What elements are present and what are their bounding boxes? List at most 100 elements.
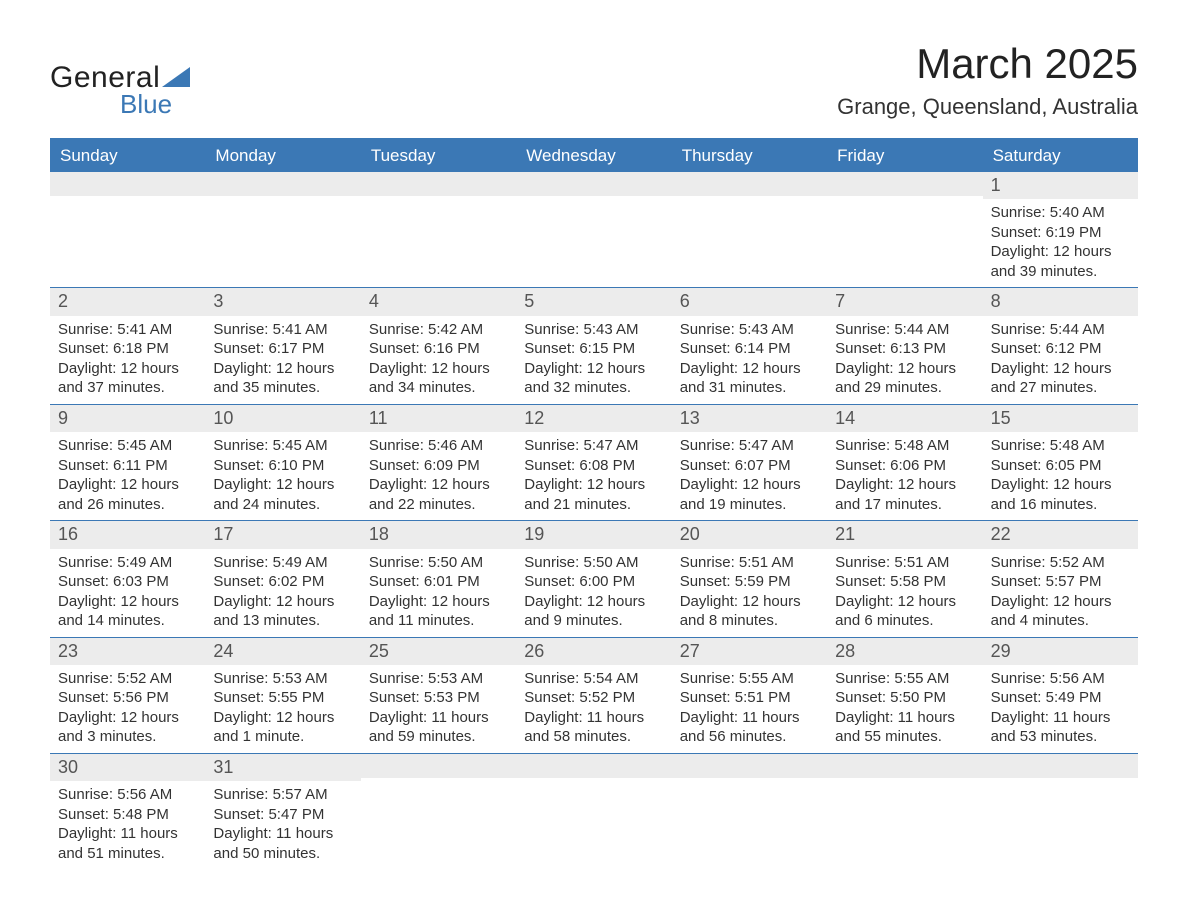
sunrise-line: Sunrise: 5:56 AM <box>991 669 1130 689</box>
day-number: 12 <box>524 408 544 428</box>
sunset-line: Sunset: 6:05 PM <box>991 456 1130 476</box>
daylight-line: Daylight: 12 hours and 34 minutes. <box>369 359 508 398</box>
title-block: March 2025 Grange, Queensland, Australia <box>837 40 1138 120</box>
day-number-row: 12 <box>516 405 671 432</box>
sunrise-line: Sunrise: 5:43 AM <box>680 320 819 340</box>
daylight-line: Daylight: 12 hours and 1 minute. <box>213 708 352 747</box>
calendar: SundayMondayTuesdayWednesdayThursdayFrid… <box>50 138 1138 869</box>
sunrise-line: Sunrise: 5:41 AM <box>213 320 352 340</box>
sunset-line: Sunset: 5:58 PM <box>835 572 974 592</box>
day-number: 25 <box>369 641 389 661</box>
day-body: Sunrise: 5:54 AMSunset: 5:52 PMDaylight:… <box>516 665 671 753</box>
calendar-day-cell: 11Sunrise: 5:46 AMSunset: 6:09 PMDayligh… <box>361 405 516 520</box>
calendar-day-cell: 31Sunrise: 5:57 AMSunset: 5:47 PMDayligh… <box>205 754 360 869</box>
day-number-row <box>672 754 827 778</box>
day-body: Sunrise: 5:50 AMSunset: 6:01 PMDaylight:… <box>361 549 516 637</box>
day-number-row: 18 <box>361 521 516 548</box>
day-number: 26 <box>524 641 544 661</box>
sunrise-line: Sunrise: 5:40 AM <box>991 203 1130 223</box>
day-number-row: 30 <box>50 754 205 781</box>
calendar-day-cell: 1Sunrise: 5:40 AMSunset: 6:19 PMDaylight… <box>983 172 1138 287</box>
calendar-week: 9Sunrise: 5:45 AMSunset: 6:11 PMDaylight… <box>50 404 1138 520</box>
calendar-day-cell: 12Sunrise: 5:47 AMSunset: 6:08 PMDayligh… <box>516 405 671 520</box>
day-number-row: 7 <box>827 288 982 315</box>
day-number: 30 <box>58 757 78 777</box>
sunrise-line: Sunrise: 5:44 AM <box>835 320 974 340</box>
month-title: March 2025 <box>837 40 1138 88</box>
day-number-row: 11 <box>361 405 516 432</box>
day-number: 20 <box>680 524 700 544</box>
sunrise-line: Sunrise: 5:54 AM <box>524 669 663 689</box>
sunrise-line: Sunrise: 5:41 AM <box>58 320 197 340</box>
day-body <box>361 778 516 848</box>
calendar-day-cell: 20 Sunrise: 5:51 AMSunset: 5:59 PMDayligh… <box>672 521 827 636</box>
dow-cell: Monday <box>205 140 360 172</box>
day-number: 14 <box>835 408 855 428</box>
day-number-row <box>361 754 516 778</box>
day-number: 9 <box>58 408 68 428</box>
day-body <box>672 778 827 848</box>
daylight-line: Daylight: 11 hours and 58 minutes. <box>524 708 663 747</box>
daylight-line: Daylight: 12 hours and 16 minutes. <box>991 475 1130 514</box>
daylight-line: Daylight: 12 hours and 14 minutes. <box>58 592 197 631</box>
sunrise-line: Sunrise: 5:51 AM <box>680 553 819 573</box>
sunset-line: Sunset: 6:11 PM <box>58 456 197 476</box>
sunset-line: Sunset: 5:47 PM <box>213 805 352 825</box>
sunset-line: Sunset: 6:09 PM <box>369 456 508 476</box>
day-number: 22 <box>991 524 1011 544</box>
day-body: Sunrise: 5:53 AMSunset: 5:53 PMDaylight:… <box>361 665 516 753</box>
location-subtitle: Grange, Queensland, Australia <box>837 94 1138 120</box>
sunset-line: Sunset: 6:16 PM <box>369 339 508 359</box>
calendar-day-cell <box>50 172 205 287</box>
day-body: Sunrise: 5:43 AMSunset: 6:14 PMDaylight:… <box>672 316 827 404</box>
day-body: Sunrise: 5:47 AMSunset: 6:07 PMDaylight:… <box>672 432 827 520</box>
sunrise-line: Sunrise: 5:45 AM <box>213 436 352 456</box>
day-body <box>50 196 205 266</box>
day-number-row: 6 <box>672 288 827 315</box>
day-number-row <box>50 172 205 196</box>
day-number-row: 8 <box>983 288 1138 315</box>
dow-cell: Friday <box>827 140 982 172</box>
daylight-line: Daylight: 12 hours and 37 minutes. <box>58 359 197 398</box>
sunrise-line: Sunrise: 5:48 AM <box>835 436 974 456</box>
sunset-line: Sunset: 6:17 PM <box>213 339 352 359</box>
day-number: 2 <box>58 291 68 311</box>
sunset-line: Sunset: 6:13 PM <box>835 339 974 359</box>
sunrise-line: Sunrise: 5:47 AM <box>680 436 819 456</box>
sunrise-line: Sunrise: 5:44 AM <box>991 320 1130 340</box>
day-body <box>827 778 982 848</box>
day-body <box>516 196 671 266</box>
calendar-day-cell <box>672 754 827 869</box>
sunrise-line: Sunrise: 5:52 AM <box>991 553 1130 573</box>
day-body <box>827 196 982 266</box>
day-body: Sunrise: 5:43 AMSunset: 6:15 PMDaylight:… <box>516 316 671 404</box>
day-number-row: 5 <box>516 288 671 315</box>
daylight-line: Daylight: 12 hours and 32 minutes. <box>524 359 663 398</box>
calendar-day-cell <box>516 172 671 287</box>
day-body: Sunrise: 5:51 AMSunset: 5:59 PMDaylight:… <box>672 549 827 637</box>
daylight-line: Daylight: 12 hours and 11 minutes. <box>369 592 508 631</box>
calendar-day-cell <box>516 754 671 869</box>
day-number: 1 <box>991 175 1001 195</box>
calendar-day-cell: 4Sunrise: 5:42 AMSunset: 6:16 PMDaylight… <box>361 288 516 403</box>
calendar-day-cell: 22Sunrise: 5:52 AMSunset: 5:57 PMDayligh… <box>983 521 1138 636</box>
day-body: Sunrise: 5:49 AMSunset: 6:02 PMDaylight:… <box>205 549 360 637</box>
daylight-line: Daylight: 12 hours and 26 minutes. <box>58 475 197 514</box>
sunrise-line: Sunrise: 5:48 AM <box>991 436 1130 456</box>
daylight-line: Daylight: 11 hours and 51 minutes. <box>58 824 197 863</box>
day-number: 8 <box>991 291 1001 311</box>
calendar-day-cell <box>672 172 827 287</box>
day-body: Sunrise: 5:45 AMSunset: 6:10 PMDaylight:… <box>205 432 360 520</box>
daylight-line: Daylight: 12 hours and 9 minutes. <box>524 592 663 631</box>
calendar-day-cell: 15Sunrise: 5:48 AMSunset: 6:05 PMDayligh… <box>983 405 1138 520</box>
calendar-day-cell: 14Sunrise: 5:48 AMSunset: 6:06 PMDayligh… <box>827 405 982 520</box>
day-body: Sunrise: 5:45 AMSunset: 6:11 PMDaylight:… <box>50 432 205 520</box>
day-body: Sunrise: 5:41 AMSunset: 6:17 PMDaylight:… <box>205 316 360 404</box>
dow-cell: Tuesday <box>361 140 516 172</box>
daylight-line: Daylight: 12 hours and 22 minutes. <box>369 475 508 514</box>
sunset-line: Sunset: 5:56 PM <box>58 688 197 708</box>
sunrise-line: Sunrise: 5:52 AM <box>58 669 197 689</box>
day-number-row: 9 <box>50 405 205 432</box>
sunset-line: Sunset: 6:14 PM <box>680 339 819 359</box>
day-number: 19 <box>524 524 544 544</box>
